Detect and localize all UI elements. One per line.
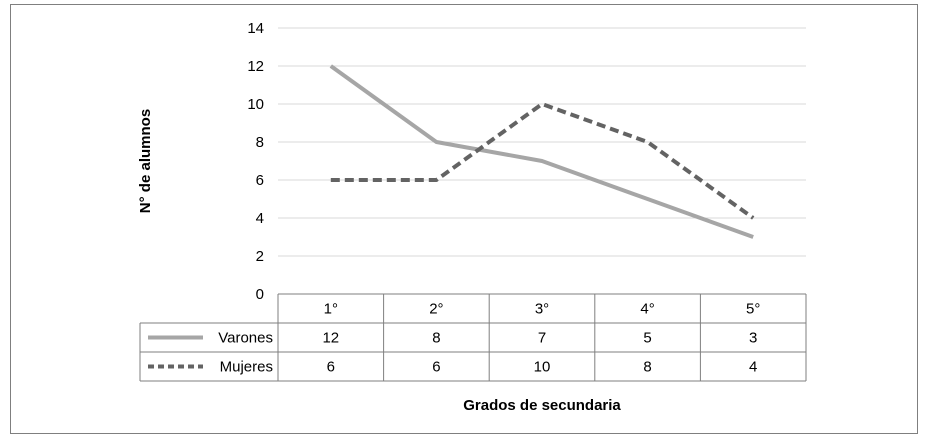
category-label: 3° bbox=[535, 301, 549, 318]
y-axis-title: N° de alumnos bbox=[137, 109, 154, 213]
table-value: 3 bbox=[749, 330, 757, 347]
table-value: 7 bbox=[538, 330, 546, 347]
gridlines bbox=[278, 27, 806, 257]
series-lines bbox=[329, 64, 755, 239]
series-line bbox=[329, 64, 754, 239]
table-value: 8 bbox=[643, 359, 651, 376]
data-table: 1° 2° 3° 4° 5° Varones 12 8 7 5 3 Mujeres 6 6 10 8 4 bbox=[139, 293, 807, 382]
line-chart: 0 2 4 6 8 10 12 14 1° 2° 3° 4° 5° Varones 12 8 7 5 3 Mujer… bbox=[137, 20, 807, 414]
table-value: 6 bbox=[432, 359, 440, 376]
category-label: 4° bbox=[640, 301, 654, 318]
table-value: 4 bbox=[749, 359, 757, 376]
legend-label: Varones bbox=[218, 330, 273, 347]
category-label: 5° bbox=[746, 301, 760, 318]
x-axis-title: Grados de secundaria bbox=[463, 397, 621, 414]
y-tick-label: 0 bbox=[256, 286, 264, 303]
table-value: 8 bbox=[432, 330, 440, 347]
y-tick-label: 8 bbox=[256, 134, 264, 151]
y-tick-label: 6 bbox=[256, 172, 264, 189]
y-tick-label: 10 bbox=[247, 96, 264, 113]
y-tick-label: 4 bbox=[256, 210, 264, 227]
y-tick-label: 2 bbox=[256, 248, 264, 265]
table-value: 10 bbox=[534, 359, 551, 376]
y-tick-label: 14 bbox=[247, 20, 264, 37]
category-label: 1° bbox=[324, 301, 338, 318]
table-value: 12 bbox=[322, 330, 339, 347]
y-tick-label: 12 bbox=[247, 58, 264, 75]
legend-label: Mujeres bbox=[220, 359, 273, 376]
table-value: 5 bbox=[643, 330, 651, 347]
table-value: 6 bbox=[327, 359, 335, 376]
y-tick-labels: 0 2 4 6 8 10 12 14 bbox=[247, 20, 264, 303]
series-line bbox=[330, 102, 755, 220]
category-label: 2° bbox=[429, 301, 443, 318]
